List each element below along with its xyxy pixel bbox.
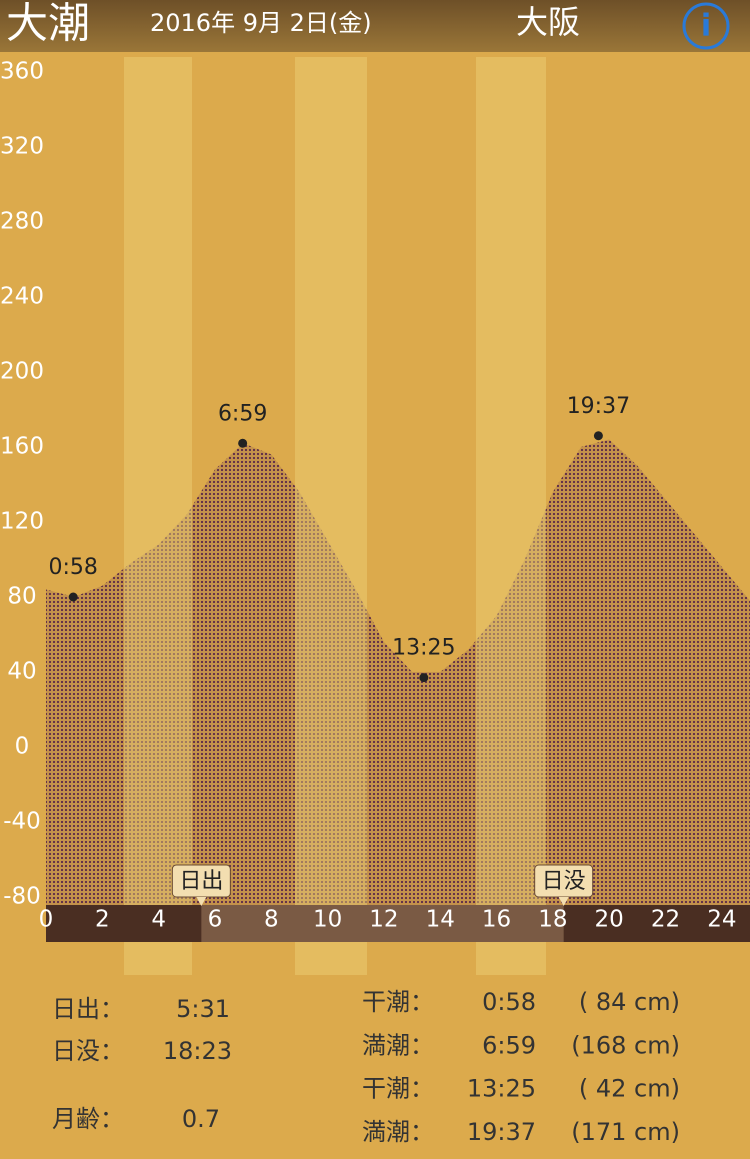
tide-label: 満潮： (362, 1118, 434, 1146)
extreme-dot (593, 431, 603, 441)
info-icon[interactable]: i (701, 9, 711, 44)
tide-time: 6:59 (482, 1031, 536, 1059)
info-button[interactable] (682, 2, 730, 50)
tide-type: 大潮 (6, 0, 90, 48)
info-value: 5:31 (176, 995, 230, 1023)
x-tick-label: 18 (538, 907, 567, 933)
extreme-dot (419, 673, 429, 683)
y-tick-label: 80 (7, 584, 36, 610)
y-tick-label: 200 (0, 359, 44, 385)
info-label: 日出： (52, 995, 124, 1023)
extreme-label: 6:59 (218, 401, 267, 426)
y-tick-label: 320 (0, 134, 44, 160)
y-tick-label: 0 (15, 734, 30, 760)
tide-height: ( 42 cm) (579, 1075, 680, 1103)
tide-time: 19:37 (467, 1118, 536, 1146)
header-bar (0, 0, 750, 52)
info-value: 18:23 (163, 1037, 232, 1065)
info-label: 日没： (52, 1037, 124, 1065)
tide-area (46, 439, 750, 905)
stripe (476, 57, 546, 975)
extreme-dot (238, 438, 248, 448)
x-tick-label: 0 (39, 907, 54, 933)
extreme-label: 13:25 (392, 636, 455, 661)
tide-label: 干潮： (362, 988, 434, 1016)
tide-table: 干潮： 0:58 ( 84 cm) 満潮： 6:59 (168 cm) 干潮： 13:25 ( … (362, 988, 680, 1146)
y-tick-label: -80 (3, 884, 41, 910)
tide-height: (171 cm) (571, 1118, 680, 1146)
y-tick-label: 360 (0, 59, 44, 85)
x-tick-label: 22 (651, 907, 680, 933)
tide-height: ( 84 cm) (579, 988, 680, 1016)
x-tick-label: 14 (426, 907, 455, 933)
info-value: 0.7 (182, 1105, 220, 1133)
tide-label: 干潮： (362, 1075, 434, 1103)
tide-time: 13:25 (467, 1075, 536, 1103)
stripe (295, 57, 367, 975)
tide-height: (168 cm) (571, 1031, 680, 1059)
sun-pointer (558, 897, 569, 906)
day-bar (201, 905, 564, 942)
date: 2016年 9月 2日(金) (150, 9, 372, 37)
y-tick-label: 160 (0, 434, 44, 460)
x-tick-label: 12 (369, 907, 398, 933)
tide-time: 0:58 (482, 988, 536, 1016)
x-tick-label: 8 (264, 907, 279, 933)
x-tick-label: 2 (95, 907, 110, 933)
y-tick-label: -40 (3, 809, 41, 835)
sun-label: 日没 (542, 869, 586, 894)
extreme-label: 19:37 (567, 394, 630, 419)
extreme-label: 0:58 (49, 555, 98, 580)
x-tick-label: 16 (482, 907, 511, 933)
x-tick-label: 6 (208, 907, 223, 933)
y-tick-label: 120 (0, 509, 44, 535)
extreme-dot (68, 592, 78, 602)
y-tick-label: 240 (0, 284, 44, 310)
sun-label: 日出 (179, 869, 223, 894)
info-label: 月齢： (52, 1105, 124, 1133)
x-tick-label: 10 (313, 907, 342, 933)
sun-pointer (196, 897, 207, 906)
x-tick-label: 20 (595, 907, 624, 933)
x-tick-label: 24 (707, 907, 736, 933)
y-tick-label: 40 (7, 659, 36, 685)
y-tick-label: 280 (0, 209, 44, 235)
tide-label: 満潮： (362, 1031, 434, 1059)
chart (46, 439, 750, 905)
stripe (124, 57, 192, 975)
location: 大阪 (516, 3, 580, 41)
x-tick-label: 4 (151, 907, 166, 933)
